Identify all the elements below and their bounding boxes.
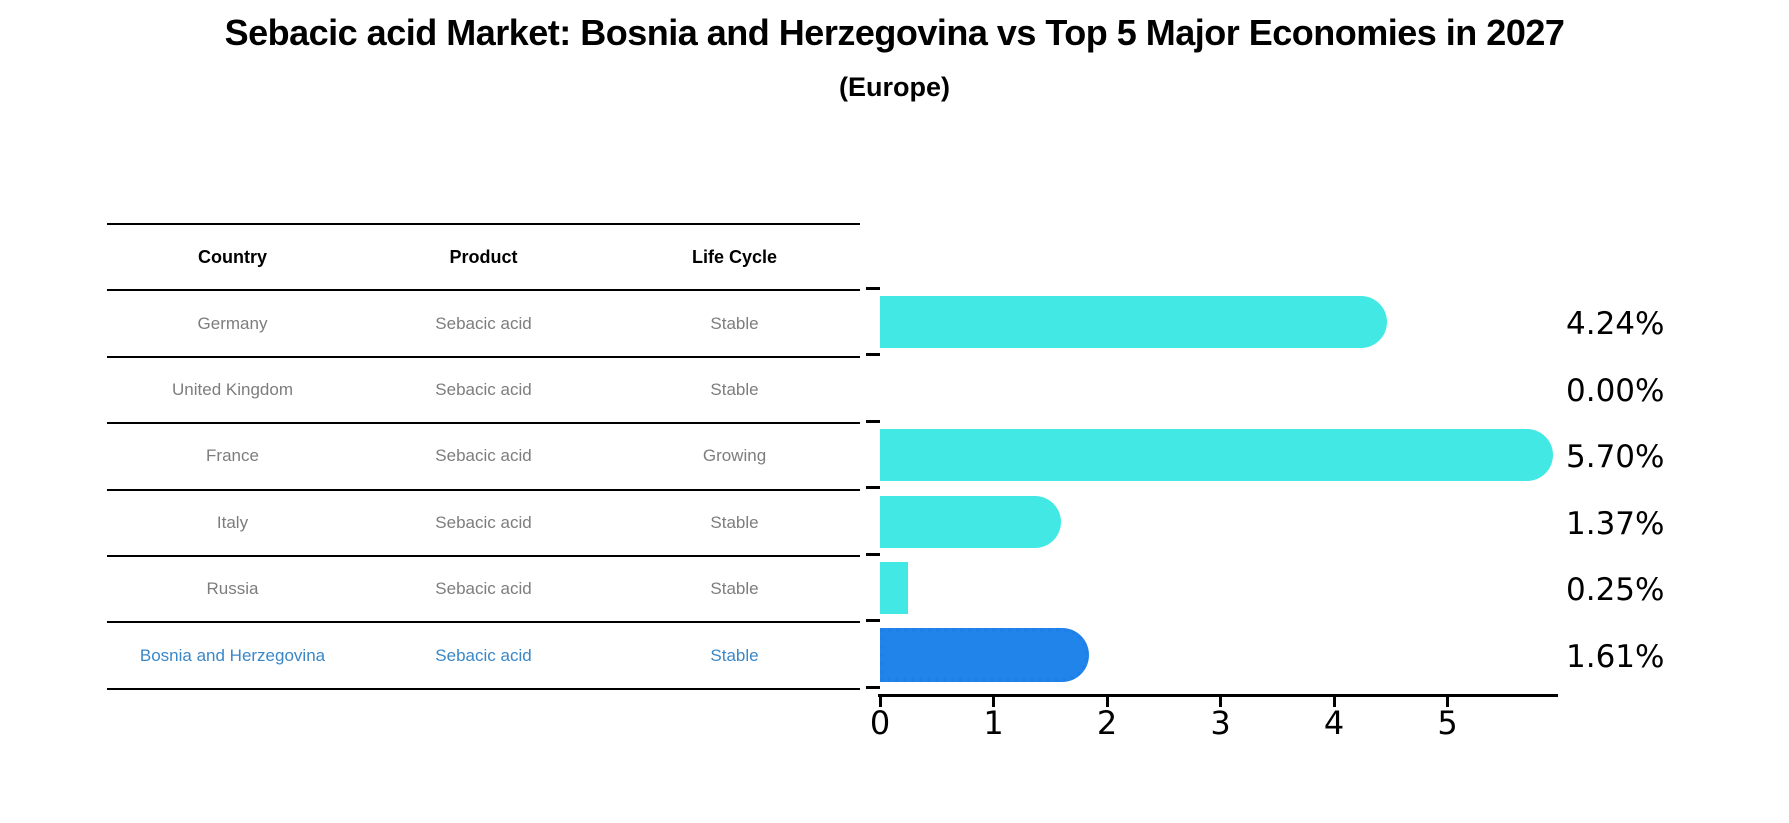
- cell-lifecycle: Stable: [710, 645, 759, 665]
- cell-product: Sebacic acid: [435, 313, 532, 333]
- cell-lifecycle: Stable: [710, 579, 759, 599]
- table-row-united-kingdom: United Kingdom Sebacic acid Stable: [107, 358, 860, 425]
- table-row-germany: Germany Sebacic acid Stable: [107, 291, 860, 358]
- y-axis-tick: [866, 552, 880, 556]
- bar-italy: [880, 495, 1062, 548]
- y-axis-tick: [866, 619, 880, 623]
- bar-france: [880, 429, 1553, 482]
- value-label-germany: 4.24%: [1566, 306, 1665, 343]
- cell-country: Russia: [206, 579, 259, 599]
- cell-product: Sebacic acid: [435, 379, 532, 399]
- cell-country: Bosnia and Herzegovina: [139, 645, 326, 665]
- table-row-france: France Sebacic acid Growing: [107, 424, 860, 491]
- bar-bosnia-and-herzegovina: [880, 627, 1089, 682]
- value-label-russia: 0.25%: [1566, 572, 1665, 609]
- bar-germany: [880, 296, 1388, 349]
- x-axis-tick: [992, 697, 995, 707]
- value-label-united-kingdom: 0.00%: [1566, 372, 1665, 409]
- chart-subtitle: (Europe): [839, 72, 950, 102]
- y-axis-tick: [866, 419, 880, 423]
- cell-lifecycle: Stable: [710, 313, 759, 333]
- value-label-bosnia-and-herzegovina: 1.61%: [1566, 638, 1665, 675]
- x-axis-tick: [878, 697, 882, 707]
- table-row-russia: Russia Sebacic acid Stable: [107, 557, 860, 624]
- y-axis-tick: [866, 685, 880, 689]
- y-axis-tick: [866, 486, 880, 490]
- value-label-france: 5.70%: [1566, 439, 1665, 476]
- country-table: Country Product Life Cycle Germany Sebaci…: [107, 223, 860, 690]
- y-axis-tick: [866, 353, 880, 357]
- cell-product: Sebacic acid: [435, 579, 532, 599]
- table-header-row: Country Product Life Cycle: [107, 225, 860, 292]
- bar-russia: [880, 562, 909, 615]
- table-row-bosnia-and-herzegovina: Bosnia and Herzegovina Sebacic acid Stable: [107, 623, 860, 690]
- cell-lifecycle: Stable: [710, 379, 759, 399]
- cell-country: France: [206, 446, 259, 466]
- x-axis-tick-label: 1: [983, 704, 1004, 742]
- table-row-italy: Italy Sebacic acid Stable: [107, 491, 860, 557]
- x-axis-tick-label: 5: [1437, 704, 1458, 742]
- cell-country: Germany: [197, 313, 268, 333]
- x-axis-tick: [1105, 697, 1109, 707]
- value-label-italy: 1.37%: [1566, 505, 1665, 542]
- column-header-lifecycle: Life Cycle: [691, 246, 778, 267]
- x-axis-tick-label: 0: [869, 704, 891, 742]
- cell-product: Sebacic acid: [435, 645, 532, 665]
- y-axis-tick: [866, 287, 880, 290]
- x-axis-tick: [1446, 697, 1449, 707]
- cell-country: United Kingdom: [172, 379, 293, 399]
- cell-product: Sebacic acid: [435, 512, 532, 532]
- x-axis-tick: [1332, 697, 1336, 707]
- x-axis-tick-label: 2: [1096, 704, 1118, 742]
- x-axis-tick-label: 4: [1323, 704, 1345, 742]
- x-axis-line: [878, 694, 1558, 697]
- x-axis-tick: [1219, 697, 1222, 707]
- x-axis-tick-label: 3: [1210, 704, 1231, 742]
- column-header-product: Product: [449, 246, 518, 267]
- column-header-country: Country: [198, 246, 267, 267]
- cell-country: Italy: [216, 512, 249, 532]
- cell-product: Sebacic acid: [435, 446, 532, 466]
- chart-title: Sebacic acid Market: Bosnia and Herzegov…: [224, 12, 1565, 53]
- cell-lifecycle: Growing: [702, 446, 767, 466]
- cell-lifecycle: Stable: [710, 512, 759, 532]
